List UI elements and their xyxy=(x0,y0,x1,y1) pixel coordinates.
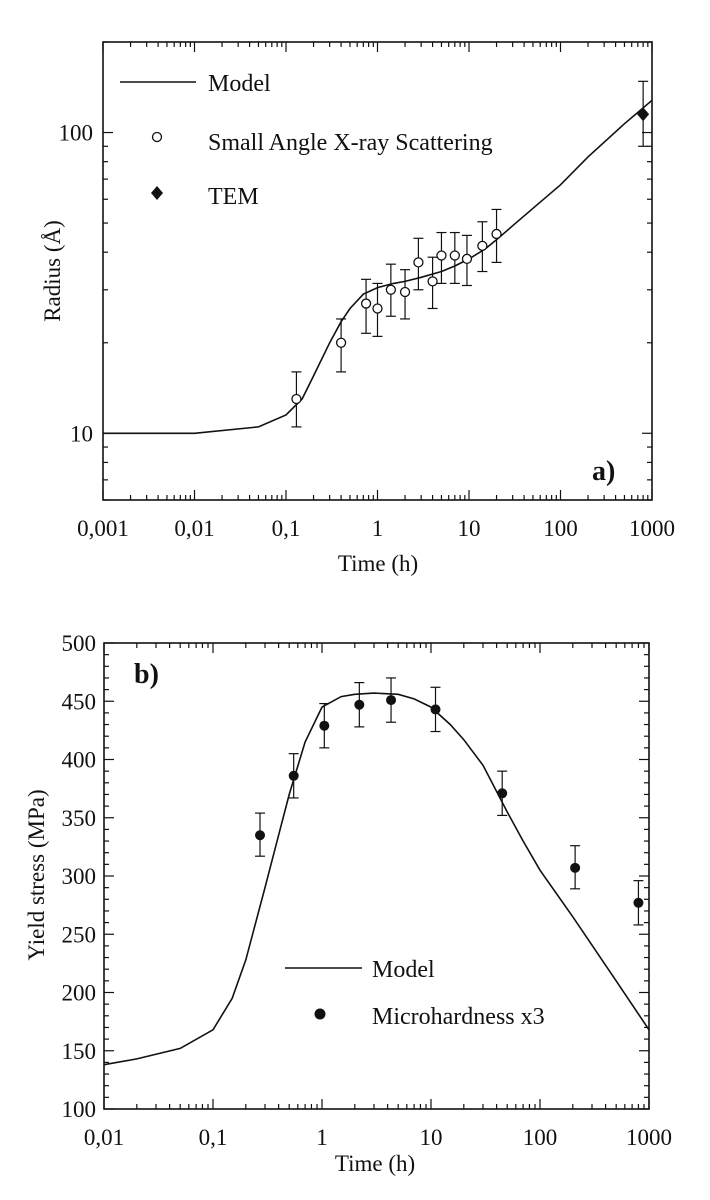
x-tick-label: 10 xyxy=(420,1125,443,1150)
saxs-point xyxy=(477,240,488,251)
microhardness-point xyxy=(570,862,581,873)
y-tick-label: 350 xyxy=(62,806,97,831)
microhardness-point xyxy=(319,720,330,731)
y-tick-label: 200 xyxy=(62,981,97,1006)
microhardness-point xyxy=(497,788,508,799)
saxs-point xyxy=(436,250,447,261)
panel-a-legend-model-label: Model xyxy=(208,71,271,97)
saxs-point xyxy=(449,250,460,261)
x-tick-label: 1 xyxy=(372,516,384,541)
y-tick-label: 300 xyxy=(62,864,97,889)
x-tick-label: 1000 xyxy=(629,516,675,541)
y-tick-label: 500 xyxy=(62,631,97,656)
panel-b-x-axis-title: Time (h) xyxy=(335,1151,415,1176)
panel-b-legend-microhardness-label: Microhardness x3 xyxy=(372,1004,545,1030)
microhardness-point xyxy=(430,704,441,715)
x-tick-label: 1 xyxy=(316,1125,328,1150)
microhardness-point xyxy=(386,695,397,706)
y-tick-label: 250 xyxy=(62,922,97,947)
x-tick-label: 10 xyxy=(458,516,481,541)
panel-a-label: a) xyxy=(592,456,615,487)
x-tick-label: 0,01 xyxy=(174,516,214,541)
panel-a-legend-tem-marker xyxy=(151,186,163,200)
panel-a-x-axis-title: Time (h) xyxy=(338,551,418,576)
saxs-point xyxy=(385,284,397,295)
panel-b-series xyxy=(103,677,650,1066)
x-tick-label: 0,1 xyxy=(199,1125,228,1150)
panel-a-legend-tem-label: TEM xyxy=(208,184,259,210)
panel-a-radius-chart: 0,001 0,01 0,1 1 10 100 1000 10 100 Time (h) Rad… xyxy=(40,41,676,576)
microhardness-point xyxy=(288,770,299,781)
microhardness-point xyxy=(255,830,266,841)
panel-a-ticks xyxy=(102,41,653,501)
saxs-point xyxy=(413,257,424,268)
panel-a-plot-frame xyxy=(102,41,653,501)
panel-b-y-axis-title: Yield stress (MPa) xyxy=(24,789,49,960)
panel-a-y-axis-title: Radius (Å) xyxy=(40,220,65,322)
model-line xyxy=(103,692,650,1066)
saxs-point xyxy=(461,253,473,265)
saxs-point xyxy=(360,298,372,309)
y-tick-label: 450 xyxy=(62,689,97,714)
x-tick-label: 0,01 xyxy=(84,1125,124,1150)
microhardness-point xyxy=(354,699,365,710)
saxs-point xyxy=(372,303,383,314)
y-tick-label: 100 xyxy=(59,121,94,146)
y-tick-label: 150 xyxy=(62,1039,97,1064)
saxs-point xyxy=(335,337,347,348)
panel-b-yield-stress-chart: 0,01 0,1 1 10 100 1000 100 150 200 250 300 350 400 45… xyxy=(24,631,672,1176)
panel-b-label: b) xyxy=(134,659,159,690)
x-tick-label: 0,001 xyxy=(77,516,129,541)
panel-a-series xyxy=(103,80,653,435)
x-tick-label: 1000 xyxy=(626,1125,672,1150)
panel-b-plot-frame xyxy=(103,642,650,1110)
panel-b-legend: Model Microhardness x3 xyxy=(285,957,545,1030)
panel-a-legend-saxs-marker xyxy=(151,131,163,143)
saxs-point xyxy=(399,286,411,298)
panel-b-ticks xyxy=(103,642,650,1110)
panel-b-tick-labels: 0,01 0,1 1 10 100 1000 100 150 200 250 300 350 400 45… xyxy=(62,631,673,1150)
panel-b-legend-model-label: Model xyxy=(372,957,435,983)
tem-point xyxy=(637,107,650,122)
panel-a-legend-saxs-label: Small Angle X-ray Scattering xyxy=(208,130,493,156)
saxs-point xyxy=(427,276,438,287)
panel-a-tick-labels: 0,001 0,01 0,1 1 10 100 1000 10 100 xyxy=(59,121,676,541)
x-tick-label: 100 xyxy=(543,516,578,541)
saxs-point xyxy=(291,393,302,405)
panel-b-legend-microhardness-marker xyxy=(314,1008,326,1020)
y-tick-label: 10 xyxy=(70,421,93,446)
x-tick-label: 0,1 xyxy=(272,516,301,541)
y-tick-label: 100 xyxy=(62,1097,97,1122)
y-tick-label: 400 xyxy=(62,748,97,773)
x-tick-label: 100 xyxy=(523,1125,558,1150)
microhardness-point xyxy=(633,897,644,908)
panel-a-legend: Model Small Angle X-ray Scattering TEM xyxy=(120,71,493,210)
saxs-point xyxy=(491,228,502,240)
